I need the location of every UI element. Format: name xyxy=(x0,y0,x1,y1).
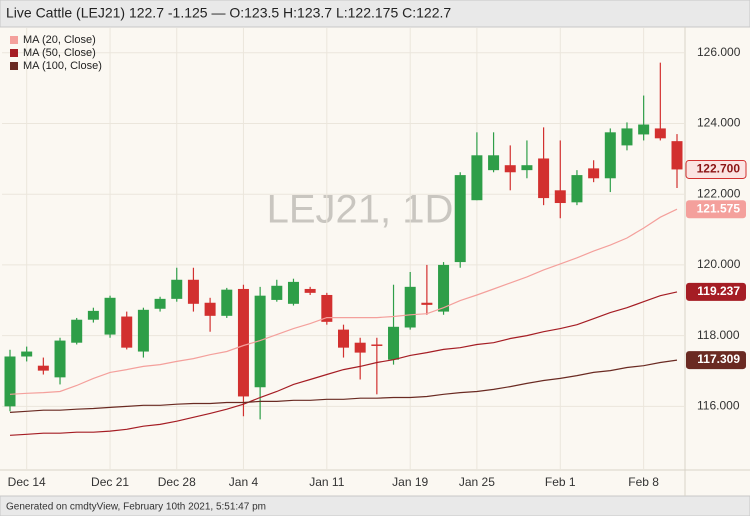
ma-line xyxy=(9,291,678,436)
price-badge-label: 122.700 xyxy=(697,162,741,176)
candle-body xyxy=(221,289,233,316)
legend-swatch xyxy=(10,36,18,44)
candle-body xyxy=(604,132,616,179)
ma-line xyxy=(9,208,678,395)
candle-body xyxy=(104,297,116,335)
candle-body xyxy=(21,351,33,357)
candle-body xyxy=(404,286,416,328)
ma-line xyxy=(9,359,678,413)
x-tick-label: Feb 8 xyxy=(628,475,659,489)
candle-body xyxy=(588,168,600,179)
legend-swatch xyxy=(10,62,18,70)
x-tick-label: Jan 19 xyxy=(392,475,428,489)
candle-body xyxy=(154,298,166,309)
candle-body xyxy=(37,365,49,371)
candle-body xyxy=(504,165,516,173)
value-badge xyxy=(686,200,746,219)
candle-body xyxy=(621,128,633,146)
candle-body xyxy=(488,155,500,171)
value-badge xyxy=(686,282,746,301)
x-tick-label: Jan 11 xyxy=(309,475,344,489)
candle-body xyxy=(671,141,683,170)
candle-body xyxy=(554,190,566,204)
legend-label: MA (100, Close) xyxy=(23,60,102,72)
chart-title: Live Cattle (LEJ21) 122.7 -1.125 — O:123… xyxy=(6,5,451,21)
y-tick-label: 116.000 xyxy=(697,399,740,413)
value-badge xyxy=(686,351,746,370)
candle-body xyxy=(137,309,149,352)
value-badge-label: 119.237 xyxy=(697,284,740,298)
candle-body xyxy=(354,342,366,353)
legend-label: MA (50, Close) xyxy=(23,47,96,59)
candle-body xyxy=(121,316,133,348)
x-tick-label: Feb 1 xyxy=(545,475,576,489)
candle-body xyxy=(287,281,299,304)
y-tick-label: 126.000 xyxy=(697,45,741,59)
candle-body xyxy=(538,158,550,199)
x-tick-label: Jan 25 xyxy=(459,475,495,489)
value-badge-label: 121.575 xyxy=(697,201,741,215)
x-tick-label: Jan 4 xyxy=(229,475,259,489)
price-badge xyxy=(685,159,747,179)
x-tick-label: Dec 28 xyxy=(158,475,196,489)
candle-body xyxy=(254,295,266,388)
candle-body xyxy=(371,344,383,346)
x-tick-label: Dec 14 xyxy=(8,475,46,489)
candle-body xyxy=(87,310,99,320)
candle-body xyxy=(388,326,400,360)
candle-body xyxy=(421,302,433,305)
candle-body xyxy=(571,175,583,203)
candle-body xyxy=(438,264,450,312)
candle-body xyxy=(338,329,349,348)
candle-body xyxy=(454,175,466,263)
footer-bar xyxy=(0,495,750,516)
candle-body xyxy=(187,279,199,304)
candle-body xyxy=(4,356,16,407)
candle-body xyxy=(321,294,333,322)
y-tick-label: 122.000 xyxy=(697,186,741,200)
candle-body xyxy=(54,340,66,378)
candle-body xyxy=(521,165,533,171)
y-tick-label: 118.000 xyxy=(697,328,740,342)
candle-body xyxy=(204,302,216,316)
candle-body xyxy=(237,288,249,397)
candle-body xyxy=(471,155,483,201)
candle-body xyxy=(654,128,666,139)
y-tick-label: 120.000 xyxy=(697,257,741,271)
candle-body xyxy=(271,285,283,300)
header-bar xyxy=(0,0,750,28)
x-tick-label: Dec 21 xyxy=(91,475,129,489)
candle-body xyxy=(638,124,650,135)
y-tick-label: 124.000 xyxy=(697,116,741,130)
legend-swatch xyxy=(10,49,18,57)
legend-label: MA (20, Close) xyxy=(23,34,96,46)
candle-body xyxy=(71,319,83,343)
candle-body xyxy=(171,279,183,299)
footer: Generated on cmdtyView, February 10th 20… xyxy=(6,502,266,513)
value-badge-label: 117.309 xyxy=(697,352,740,366)
watermark: LEJ21, 1D xyxy=(267,188,454,232)
candle-body xyxy=(304,288,316,293)
